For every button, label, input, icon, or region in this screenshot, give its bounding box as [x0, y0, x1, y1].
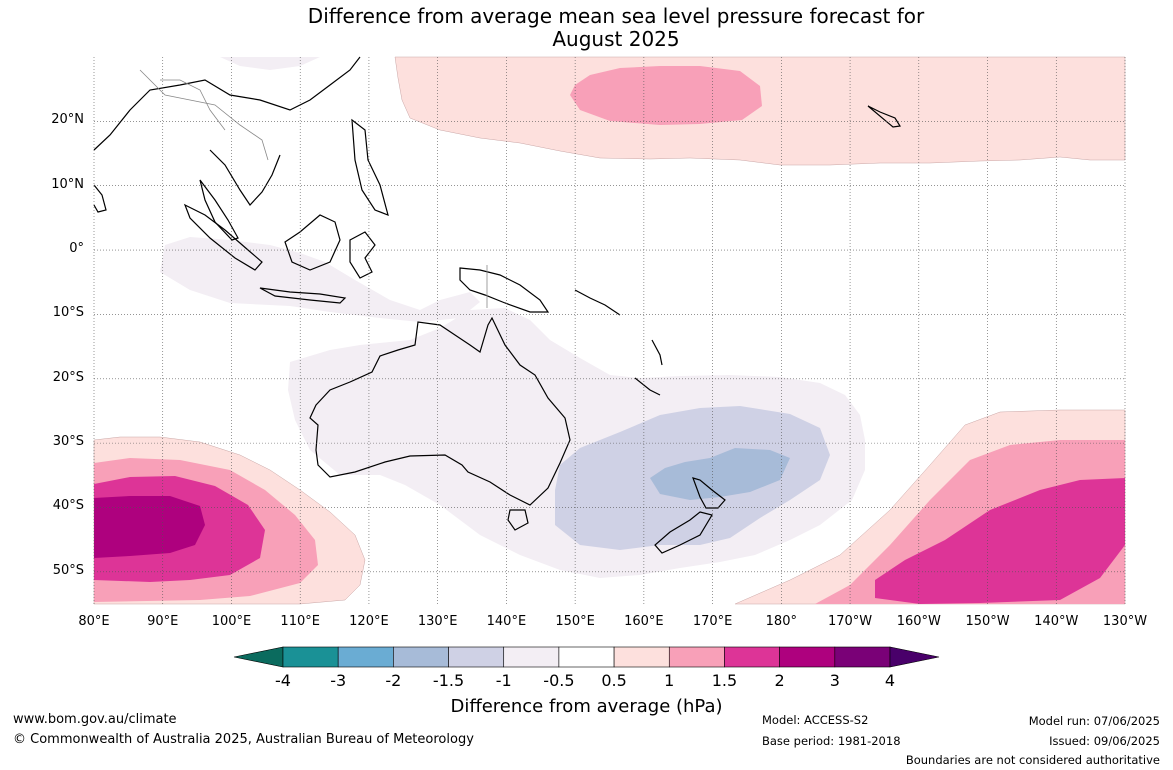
anomaly-region-north-minus-0.5	[220, 57, 320, 70]
coastline-malay	[199, 179, 239, 241]
colorbar-segment	[724, 646, 780, 668]
longitude-label: 170°E	[692, 614, 733, 629]
coastline-borneo	[284, 214, 341, 271]
coastline-mainland-asia	[93, 56, 361, 151]
anomaly-region-nz-minus-1.5	[650, 448, 790, 500]
footer-model: Model: ACCESS-S2	[762, 713, 869, 727]
footer-disclaimer: Boundaries are not considered authoritat…	[905, 753, 1160, 767]
footer-base-period: Base period: 1981-2018	[762, 734, 901, 748]
colorbar-tick-label: 0.5	[601, 671, 627, 690]
longitude-label: 120°E	[349, 614, 389, 629]
longitude-label: 180°	[765, 614, 797, 629]
colorbar-segment	[448, 646, 505, 668]
coastline-new-caledonia	[634, 377, 661, 396]
anomaly-region-south-indian-2	[94, 496, 205, 558]
longitude-label: 110°E	[280, 614, 320, 629]
coastline-nz-north	[692, 477, 726, 509]
map-area	[93, 56, 1126, 605]
colorbar	[233, 646, 940, 668]
map-title-line-2: August 2025	[552, 27, 680, 51]
anomaly-region-north-pacific-0.5	[394, 56, 1126, 166]
colorbar-tick-label: 3	[829, 671, 840, 690]
colorbar-tick-label: 2	[774, 671, 785, 690]
coastline-vanuatu	[651, 339, 663, 366]
country-borders	[139, 69, 488, 308]
colorbar-segment	[393, 646, 449, 668]
colorbar-tick-label: -1	[495, 671, 512, 690]
longitude-label: 100°E	[211, 614, 252, 629]
colorbar-tick-label: 1.5	[711, 671, 738, 690]
colorbar-tick-label: -1.5	[432, 671, 465, 690]
longitude-label: 130°E	[417, 614, 458, 629]
footer-issued: Issued: 09/06/2025	[1049, 734, 1160, 748]
longitude-label: 140°W	[1034, 614, 1079, 629]
map-title-line-1: Difference from average mean sea level p…	[307, 4, 925, 28]
colorbar-tick-label: -2	[385, 671, 402, 690]
longitude-label: 170°W	[827, 614, 873, 629]
colorbar-segment	[282, 646, 339, 668]
anomaly-region-north-pacific-1	[570, 66, 762, 125]
colorbar-tick-label: -0.5	[543, 671, 575, 690]
latitude-label: 50°S	[52, 562, 84, 578]
colorbar-segment	[613, 646, 670, 668]
anomaly-region-se-pacific-1.5	[875, 478, 1125, 604]
colorbar-segment	[337, 646, 394, 668]
longitude-label: 90°E	[147, 614, 179, 629]
coastline-solomons	[574, 289, 621, 316]
coastline-nz-south	[654, 511, 713, 554]
coastline-tasmania	[507, 509, 529, 531]
anomaly-shading	[93, 56, 1126, 605]
longitude-label: 150°E	[555, 614, 595, 629]
colorbar-tick-label: 1	[664, 671, 675, 690]
coastline-hawaii	[867, 105, 901, 128]
coastline-philippines	[351, 118, 389, 216]
coastline-sulawesi	[349, 231, 376, 279]
longitude-label: 130°W	[1102, 614, 1148, 629]
colorbar-tick-label: -3	[330, 671, 347, 690]
latitude-label: 10°N	[51, 176, 84, 192]
graticule-lines	[93, 57, 1126, 604]
longitude-label: 150°W	[965, 614, 1010, 629]
coastline-australia	[309, 316, 571, 506]
footer-website[interactable]: www.bom.gov.au/climate	[13, 712, 177, 727]
colorbar-max-arrow	[889, 646, 940, 668]
colorbar-tick-label: -4	[275, 671, 291, 690]
colorbar-min-arrow	[233, 646, 284, 668]
latitude-label: 0°	[69, 241, 84, 257]
latitude-label: 10°S	[52, 305, 84, 321]
footer-model-run: Model run: 07/06/2025	[1028, 714, 1160, 728]
coastlines	[93, 56, 901, 554]
longitude-label: 80°E	[78, 614, 110, 629]
coastline-java	[259, 287, 347, 304]
latitude-label: 40°S	[52, 498, 84, 514]
latitude-label: 30°S	[52, 434, 84, 450]
colorbar-segment	[834, 646, 891, 668]
colorbar-tick-label: 4	[884, 671, 896, 690]
longitude-label: 160°E	[624, 614, 664, 629]
coastline-new-guinea	[459, 267, 550, 313]
colorbar-segment	[668, 646, 725, 668]
longitude-label: 160°W	[896, 614, 941, 629]
colorbar-label: Difference from average (hPa)	[450, 696, 723, 717]
latitude-label: 20°N	[51, 112, 84, 128]
coastline-indochina	[209, 149, 281, 206]
coastline-india-tip	[93, 184, 107, 213]
longitude-label: 140°E	[486, 614, 527, 629]
anomaly-region-maritime-minus-0.5	[160, 237, 480, 322]
colorbar-segment	[779, 646, 836, 668]
colorbar-segment	[503, 646, 560, 668]
colorbar-segment	[558, 646, 615, 668]
footer-copyright: © Commonwealth of Australia 2025, Austra…	[13, 732, 474, 747]
latitude-label: 20°S	[52, 369, 84, 385]
